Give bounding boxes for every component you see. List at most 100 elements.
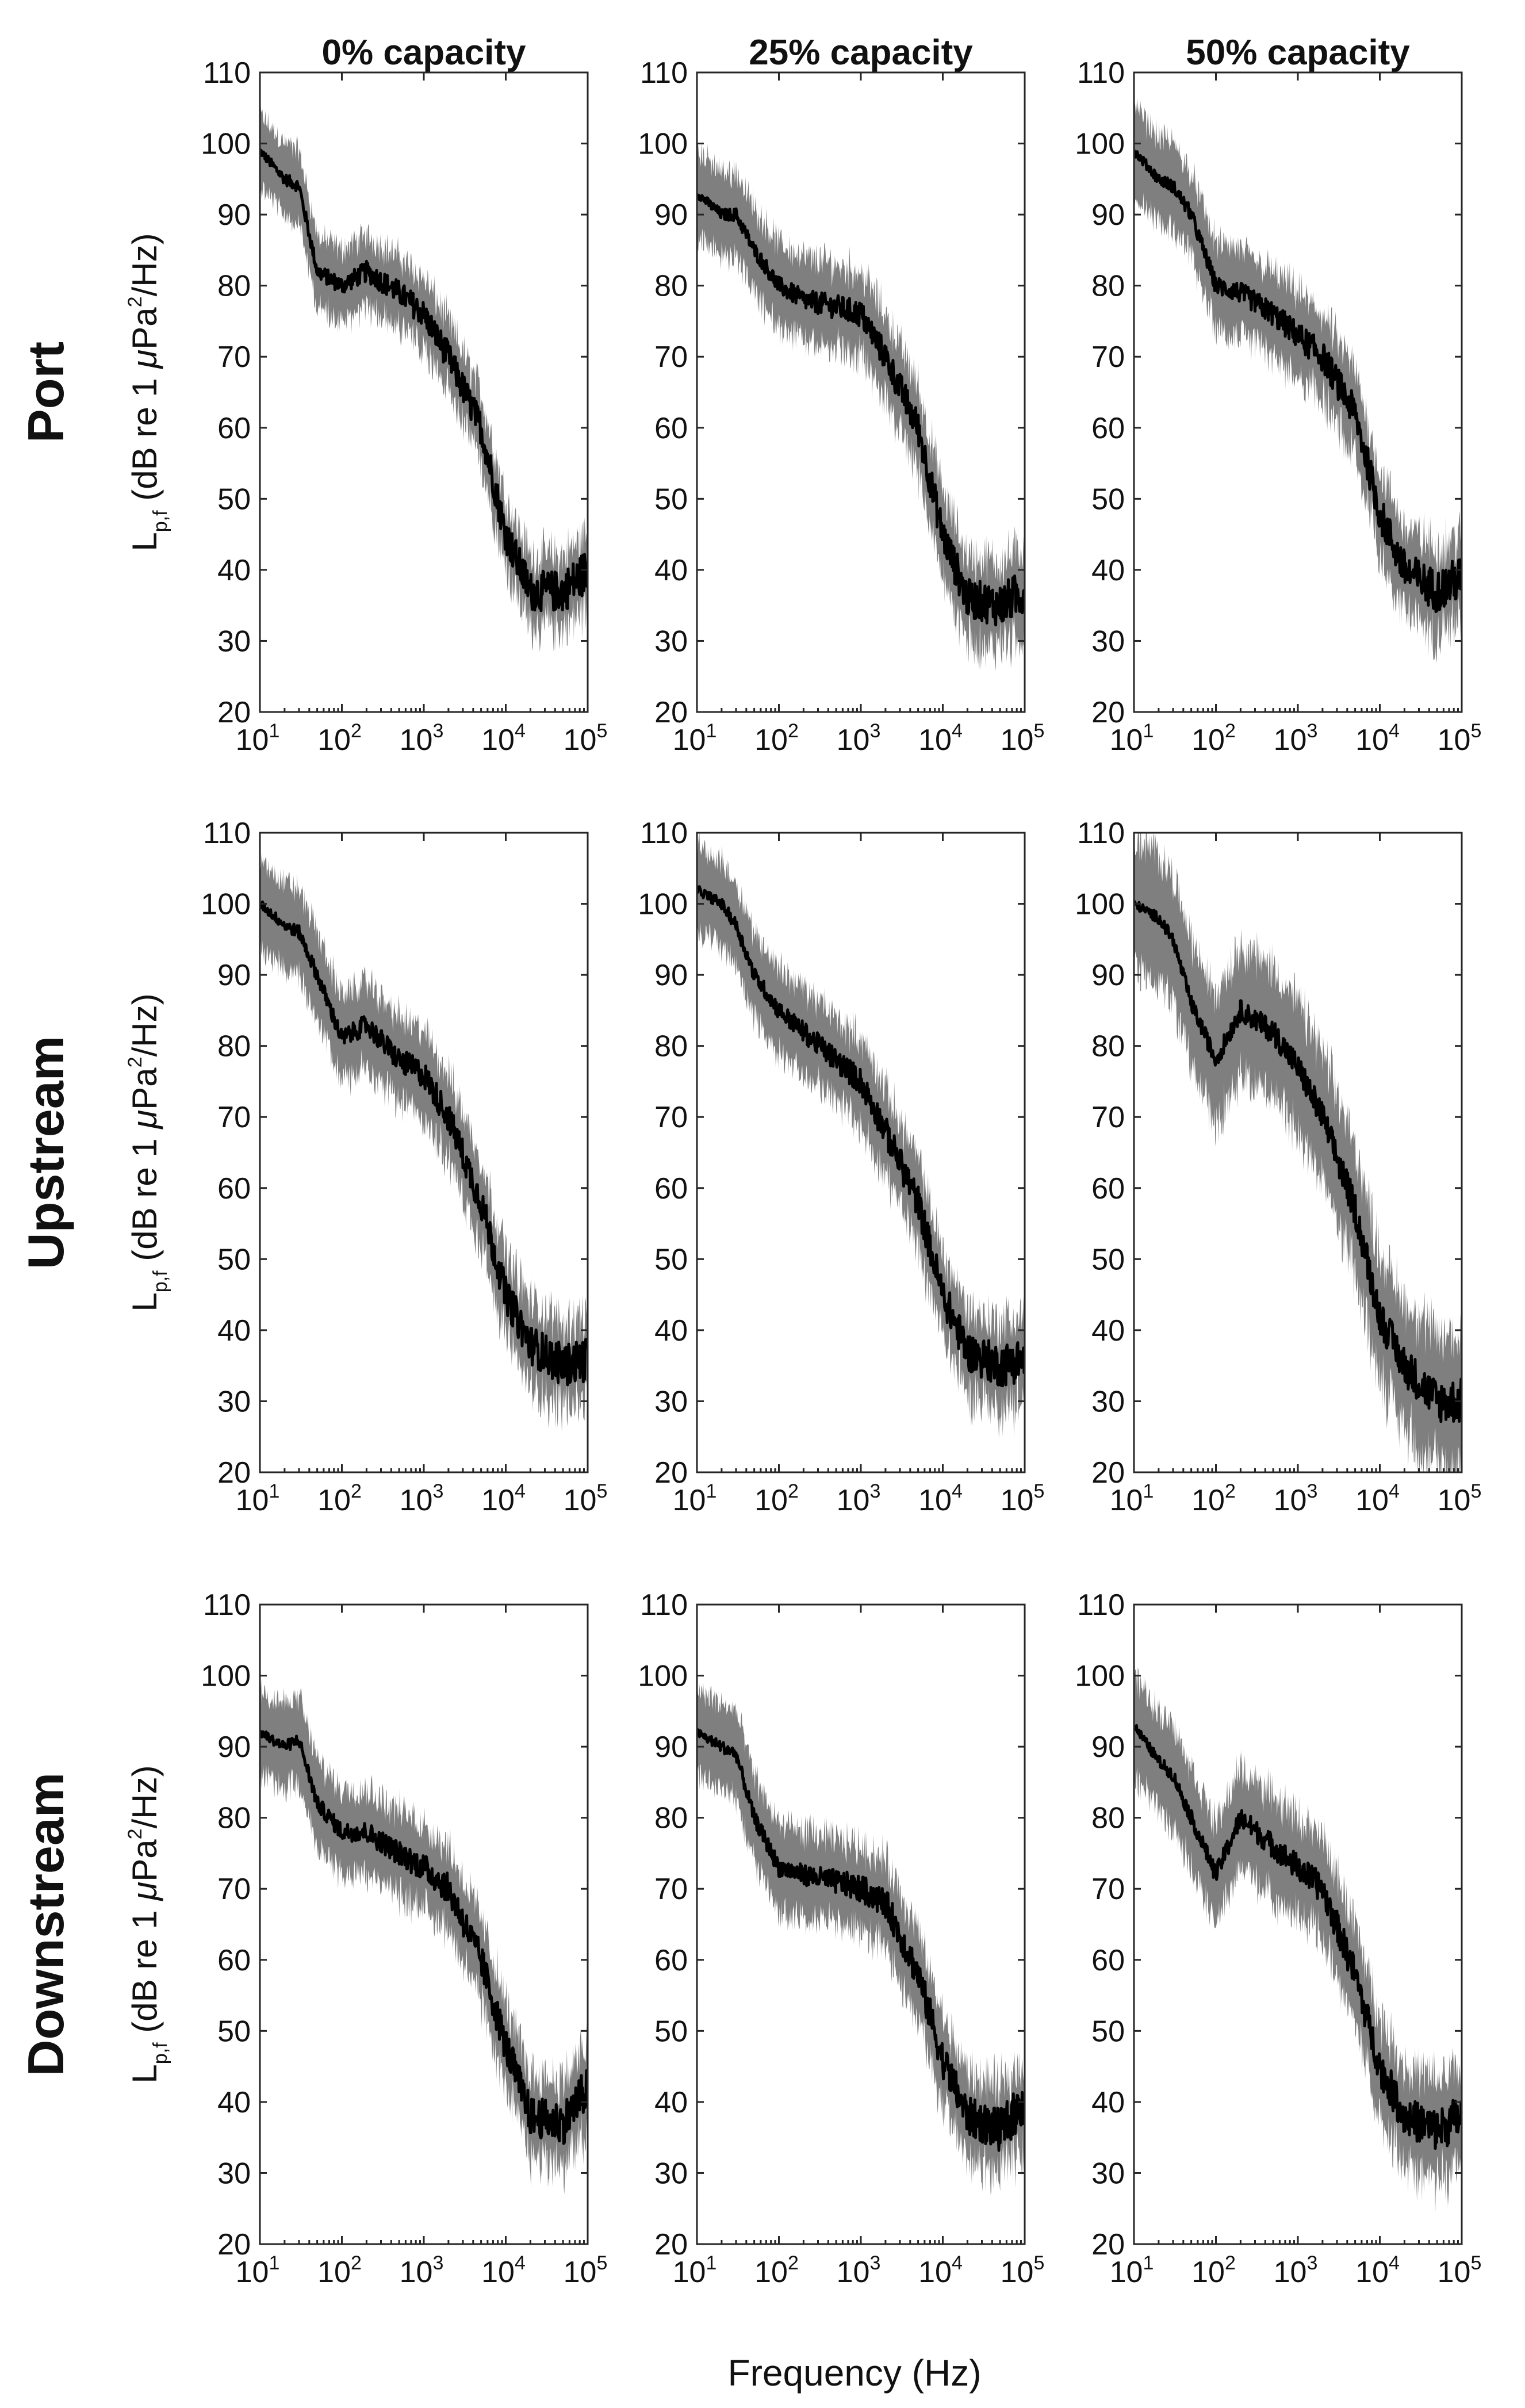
y-tick-label: 30 xyxy=(217,2157,251,2190)
y-tick-label: 60 xyxy=(217,412,251,445)
y-tick-label: 60 xyxy=(654,412,688,445)
y-tick-label: 90 xyxy=(654,1731,688,1764)
y-tick-label: 100 xyxy=(638,1660,688,1693)
x-tick-label: 102 xyxy=(754,1480,799,1517)
x-tick-exponent: 3 xyxy=(432,2252,443,2274)
y-tick-label: 90 xyxy=(217,959,251,992)
column-title-50pct-capacity: 50% capacity xyxy=(1186,33,1410,72)
y-tick-label: 60 xyxy=(217,1172,251,1205)
x-tick-label: 105 xyxy=(564,1480,608,1517)
y-tick-label: 110 xyxy=(203,1588,251,1622)
column-titles: 0% capacity 25% capacity 50% capacity xyxy=(322,33,1411,72)
y-tick-label: 40 xyxy=(217,554,251,587)
y-tick-label: 20 xyxy=(217,1456,251,1490)
x-tick-base: 10 xyxy=(400,1484,433,1517)
y-label-base: L xyxy=(125,1292,164,1311)
y-tick-label: 100 xyxy=(638,128,688,161)
x-tick-base: 10 xyxy=(837,2256,870,2289)
y-label-tail: /Hz) xyxy=(125,233,164,296)
x-tick-base: 10 xyxy=(1355,1484,1389,1517)
y-tick-label: 80 xyxy=(217,1030,251,1063)
y-tick-label: 50 xyxy=(654,483,688,516)
y-tick-label: 30 xyxy=(1091,625,1125,658)
mean-line xyxy=(697,193,1025,627)
y-tick-label: 90 xyxy=(654,198,688,232)
x-tick-label: 103 xyxy=(1274,1480,1318,1517)
x-tick-label: 104 xyxy=(1355,1480,1400,1517)
y-tick-label: 80 xyxy=(1091,1802,1125,1835)
y-tick-label: 110 xyxy=(1077,817,1125,850)
x-tick-label: 104 xyxy=(481,1480,526,1517)
x-tick-exponent: 4 xyxy=(1389,1480,1400,1502)
x-tick-exponent: 4 xyxy=(1389,2252,1400,2274)
y-tick-label: 40 xyxy=(1091,554,1125,587)
x-tick-base: 10 xyxy=(673,723,706,757)
plot-area xyxy=(1134,1667,1462,2213)
x-tick-base: 10 xyxy=(317,1484,351,1517)
x-tick-exponent: 3 xyxy=(869,2252,880,2274)
x-tick-exponent: 4 xyxy=(952,2252,963,2274)
y-tick-label: 40 xyxy=(217,1314,251,1347)
x-tick-base: 10 xyxy=(564,1484,597,1517)
mean-line xyxy=(1134,900,1462,1423)
y-tick-label: 50 xyxy=(1091,1243,1125,1276)
x-tick-label: 101 xyxy=(673,2252,717,2289)
x-tick-label: 104 xyxy=(918,2252,963,2289)
x-tick-base: 10 xyxy=(1001,2256,1034,2289)
y-tick-label: 40 xyxy=(654,2086,688,2119)
x-tick-label: 102 xyxy=(1191,720,1236,757)
x-tick-exponent: 1 xyxy=(1143,2252,1154,2274)
y-tick-label: 30 xyxy=(654,1385,688,1418)
y-tick-label: 70 xyxy=(1091,340,1125,374)
x-tick-base: 10 xyxy=(918,1484,952,1517)
y-tick-label: 70 xyxy=(217,1873,251,1906)
x-tick-base: 10 xyxy=(1274,2256,1307,2289)
y-label-post: Pa xyxy=(125,1839,164,1882)
x-tick-base: 10 xyxy=(754,723,788,757)
x-tick-base: 10 xyxy=(1274,1484,1307,1517)
x-tick-exponent: 1 xyxy=(706,1480,716,1502)
x-tick-base: 10 xyxy=(918,2256,952,2289)
x-tick-base: 10 xyxy=(1001,723,1034,757)
y-label-post: Pa xyxy=(125,307,164,350)
x-tick-exponent: 4 xyxy=(515,1480,526,1502)
y-tick-label: 70 xyxy=(1091,1101,1125,1134)
x-tick-base: 10 xyxy=(564,2256,597,2289)
x-tick-exponent: 4 xyxy=(1389,720,1400,742)
x-tick-label: 104 xyxy=(918,1480,963,1517)
y-tick-label: 100 xyxy=(1075,1660,1125,1693)
x-tick-exponent: 5 xyxy=(1470,1480,1481,1502)
x-tick-base: 10 xyxy=(754,1484,788,1517)
y-label-sub: p,f xyxy=(150,2042,171,2064)
y-tick-label: 110 xyxy=(1077,1588,1125,1622)
x-tick-label: 101 xyxy=(1110,720,1154,757)
x-tick-base: 10 xyxy=(236,723,269,757)
x-tick-label: 103 xyxy=(400,720,444,757)
y-tick-label: 30 xyxy=(1091,1385,1125,1418)
x-tick-label: 104 xyxy=(481,720,526,757)
spread-band xyxy=(1134,833,1462,1472)
y-tick-label: 100 xyxy=(201,1660,251,1693)
y-tick-label: 20 xyxy=(1091,1456,1125,1490)
x-tick-label: 101 xyxy=(236,1480,280,1517)
x-tick-label: 101 xyxy=(1110,2252,1154,2289)
plot-area xyxy=(697,141,1025,671)
x-tick-label: 103 xyxy=(837,1480,881,1517)
x-tick-label: 104 xyxy=(481,2252,526,2289)
x-tick-exponent: 3 xyxy=(1306,2252,1317,2274)
y-tick-label: 110 xyxy=(203,56,251,90)
y-tick-label: 50 xyxy=(654,2015,688,2048)
y-tick-label: 40 xyxy=(654,1314,688,1347)
x-tick-label: 102 xyxy=(317,2252,362,2289)
mean-line xyxy=(697,1728,1025,2152)
x-tick-exponent: 2 xyxy=(1225,1480,1236,1502)
x-tick-label: 105 xyxy=(1438,720,1482,757)
x-tick-exponent: 4 xyxy=(515,2252,526,2274)
y-tick-label: 50 xyxy=(217,2015,251,2048)
x-tick-label: 102 xyxy=(1191,2252,1236,2289)
